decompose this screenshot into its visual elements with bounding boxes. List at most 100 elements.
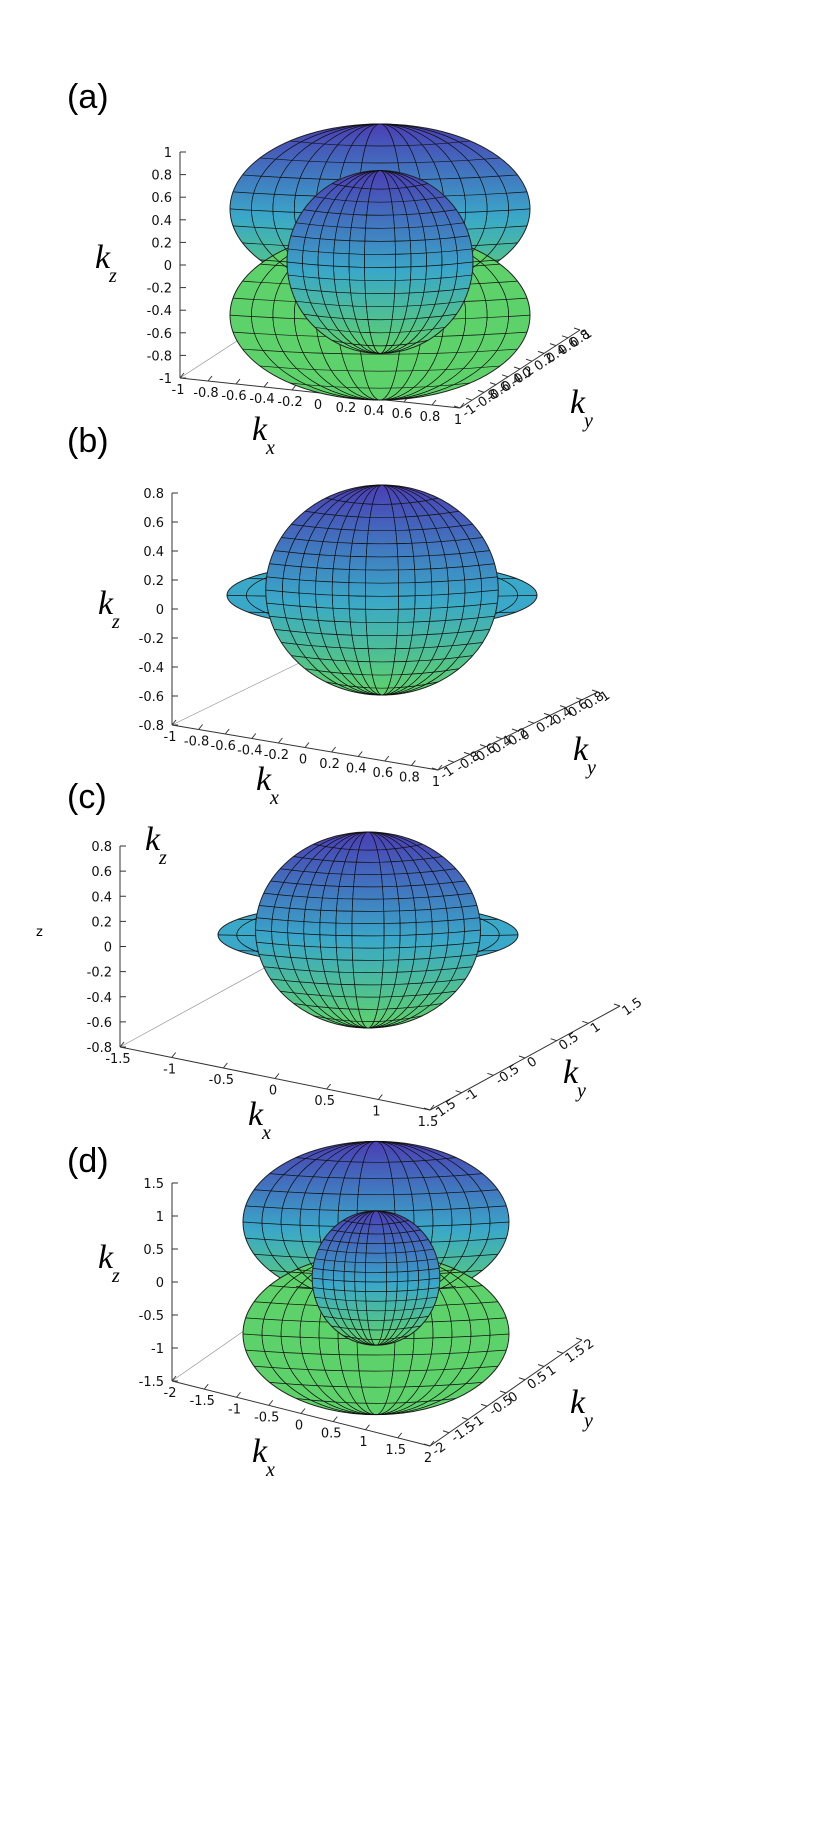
- y-axis-title: ky: [570, 1384, 593, 1432]
- x-tick-label: 1.5: [418, 1115, 439, 1130]
- x-tick-mark: [384, 755, 390, 762]
- y-tick-mark: [511, 728, 519, 732]
- y-tick-mark: [465, 397, 473, 401]
- x-tick-label: 1: [432, 775, 440, 790]
- y-tick-mark: [501, 374, 509, 378]
- mesh-line: [295, 300, 465, 308]
- y-tick-mark: [550, 1038, 557, 1042]
- mesh-line: [256, 941, 480, 949]
- x-tick-mark: [278, 737, 283, 744]
- z-axis-title: kz: [98, 585, 120, 633]
- y-axis-title: ky: [573, 731, 596, 779]
- z-tick-label: 1.5: [143, 1177, 164, 1192]
- y-tick-mark: [543, 712, 551, 716]
- z-tick-label: 0.2: [151, 236, 172, 251]
- mesh-line: [287, 274, 473, 281]
- z-tick-label: -1: [151, 1342, 164, 1357]
- x-tick-label: 0.5: [321, 1427, 342, 1442]
- z-tick-label: 0.8: [151, 169, 172, 184]
- panel-c: (c) 0.8 0.6 0.4 0.2 0 -0.2 -0.4 -0.6 -0.8-1.5 -1 -0…: [36, 778, 645, 1144]
- mesh-line: [270, 880, 466, 888]
- x-axis-title-main: k: [248, 1096, 264, 1133]
- z-tick-label: -0.5: [139, 1309, 164, 1324]
- y-tick-mark: [477, 389, 485, 393]
- x-tick-label: 0: [295, 1419, 303, 1434]
- y-tick-mark: [575, 697, 583, 701]
- mesh-line: [282, 484, 482, 696]
- y-tick-mark: [480, 1403, 488, 1407]
- z-tick-label: -0.4: [139, 661, 164, 676]
- x-tick-mark: [377, 1094, 383, 1100]
- z-tick-label: -0.6: [139, 690, 164, 705]
- y-axis-title-main: k: [573, 731, 589, 768]
- mesh-line: [289, 382, 471, 389]
- mesh-line: [259, 954, 477, 961]
- x-tick-mark: [268, 1400, 274, 1406]
- x-tick-mark: [224, 728, 230, 735]
- y-tick-label: 1: [588, 1020, 603, 1037]
- x-tick-label: -1: [164, 730, 177, 745]
- z-tick-label: 0: [156, 1276, 164, 1291]
- x-tick-mark: [326, 1083, 332, 1090]
- x-tick-mark: [222, 1062, 228, 1069]
- surface: [242, 1140, 510, 1416]
- x-axis-title-main: k: [252, 411, 268, 448]
- y-tick-mark: [575, 1337, 583, 1341]
- mesh-line: [296, 1398, 456, 1404]
- mesh-line: [291, 655, 473, 663]
- y-tick-mark: [591, 689, 599, 693]
- mesh-line: [331, 1229, 421, 1235]
- mesh-line: [314, 326, 446, 334]
- mesh-line: [255, 929, 481, 937]
- panel-a: (a)10.80.60.40.20-0.2-0.4-0.6-0.8-1-1 -0.…: [67, 78, 595, 459]
- z-axis-title: kz: [145, 821, 167, 869]
- y-tick-mark: [556, 1350, 564, 1354]
- z-tick-label: 0.6: [143, 516, 164, 531]
- mesh-line: [269, 1173, 483, 1179]
- y-tick-mark: [461, 1417, 469, 1420]
- mesh-line: [242, 348, 518, 355]
- mesh-line: [293, 1003, 443, 1010]
- x-tick-mark: [332, 1416, 338, 1422]
- z-tick-label: -0.8: [139, 719, 164, 734]
- mesh-line: [312, 1277, 440, 1283]
- z-tick-label: 0.4: [91, 890, 112, 905]
- y-tick-mark: [513, 366, 521, 370]
- mesh-line: [314, 196, 446, 203]
- x-tick-label: -0.6: [221, 389, 246, 404]
- x-tick-mark: [198, 724, 203, 730]
- y-tick-mark: [582, 1020, 589, 1024]
- mesh-line: [314, 1296, 438, 1302]
- x-tick-mark: [437, 764, 443, 771]
- y-axis-title-sub: y: [585, 757, 596, 779]
- z-tick-label: -0.4: [147, 304, 172, 319]
- z-tick-label: -0.8: [147, 349, 172, 364]
- y-tick-mark: [479, 744, 487, 748]
- mesh-line: [265, 589, 499, 597]
- z-tick-label: -0.6: [87, 1016, 112, 1031]
- z-tick-label: 0.6: [91, 865, 112, 880]
- x-tick-mark: [304, 742, 310, 748]
- y-tick-mark: [499, 1390, 507, 1394]
- z-tick-label: -0.8: [87, 1041, 112, 1056]
- mesh-line: [286, 261, 474, 268]
- mesh-line: [318, 1306, 434, 1312]
- mesh-line: [259, 365, 501, 372]
- mesh-line: [290, 235, 470, 242]
- mesh-line: [323, 1239, 429, 1244]
- mesh-line: [259, 905, 477, 912]
- x-axis-title: kx: [252, 1433, 275, 1481]
- mesh-line: [303, 313, 457, 321]
- mesh-line: [271, 831, 465, 1029]
- z-tick-label: 0.5: [143, 1243, 164, 1258]
- mesh-line: [290, 287, 470, 294]
- y-tick-mark: [455, 1090, 462, 1094]
- mesh-line: [280, 990, 456, 998]
- z-tick-label: 0.4: [151, 214, 172, 229]
- x-tick-label: -0.8: [193, 386, 218, 401]
- x-tick-label: 0.4: [346, 762, 367, 777]
- mesh-line: [269, 615, 495, 623]
- surface-sphere: [255, 831, 481, 1029]
- y-tick-mark: [559, 705, 567, 709]
